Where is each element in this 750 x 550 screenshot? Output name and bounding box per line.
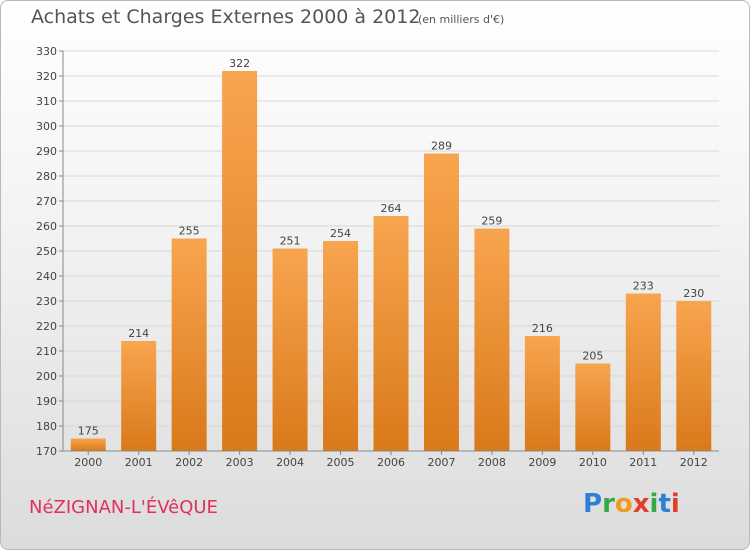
bar xyxy=(70,438,106,451)
x-tick-label: 2004 xyxy=(276,456,304,469)
logo-letter: i xyxy=(649,489,659,519)
bar xyxy=(222,71,258,451)
x-tick-label: 2007 xyxy=(427,456,455,469)
bar xyxy=(575,363,611,451)
bar-value-label: 175 xyxy=(78,425,99,438)
logo-letter: t xyxy=(658,489,671,519)
bar xyxy=(423,153,459,451)
bar xyxy=(272,248,308,451)
x-tick-label: 2006 xyxy=(377,456,405,469)
logo-letter: r xyxy=(602,489,615,519)
logo-letter: x xyxy=(632,489,650,519)
y-tick-label: 180 xyxy=(36,420,57,433)
y-tick-label: 290 xyxy=(36,145,57,158)
y-tick-label: 220 xyxy=(36,320,57,333)
bar-value-label: 216 xyxy=(532,322,553,335)
x-tick-label: 2012 xyxy=(680,456,708,469)
y-tick-label: 230 xyxy=(36,295,57,308)
bar xyxy=(676,301,712,451)
bar-value-label: 259 xyxy=(481,215,502,228)
bar xyxy=(524,336,560,451)
bar-value-label: 233 xyxy=(633,280,654,293)
chart-title: Achats et Charges Externes 2000 à 2012 xyxy=(31,6,421,28)
x-tick-label: 2001 xyxy=(125,456,153,469)
logo-letter: o xyxy=(614,489,633,519)
x-tick-label: 2010 xyxy=(579,456,607,469)
x-tick-label: 2003 xyxy=(226,456,254,469)
y-tick-label: 260 xyxy=(36,220,57,233)
bar-value-label: 251 xyxy=(280,235,301,248)
bar xyxy=(373,216,409,451)
y-tick-label: 240 xyxy=(36,270,57,283)
bar-value-label: 289 xyxy=(431,140,452,153)
y-tick-label: 250 xyxy=(36,245,57,258)
y-tick-label: 210 xyxy=(36,345,57,358)
bar-value-label: 214 xyxy=(128,327,149,340)
y-tick-label: 190 xyxy=(36,395,57,408)
x-tick-label: 2000 xyxy=(74,456,102,469)
x-tick-label: 2002 xyxy=(175,456,203,469)
y-tick-label: 170 xyxy=(36,445,57,458)
x-tick-label: 2008 xyxy=(478,456,506,469)
bar-value-label: 264 xyxy=(381,202,402,215)
bar-value-label: 254 xyxy=(330,227,351,240)
y-tick-label: 320 xyxy=(36,70,57,83)
y-tick-label: 200 xyxy=(36,370,57,383)
bar xyxy=(323,241,359,451)
x-tick-label: 2009 xyxy=(528,456,556,469)
proxiti-logo[interactable]: Proxiti xyxy=(583,489,680,519)
x-tick-label: 2005 xyxy=(327,456,355,469)
chart-subtitle: (en milliers d'€) xyxy=(418,13,505,26)
y-tick-label: 300 xyxy=(36,120,57,133)
logo-letter: P xyxy=(583,489,603,519)
x-tick-label: 2011 xyxy=(629,456,657,469)
bar xyxy=(625,293,661,451)
bar xyxy=(171,238,207,451)
city-name: NéZIGNAN-L'ÉVêQUE xyxy=(29,497,218,518)
bar-value-label: 205 xyxy=(582,350,603,363)
bar xyxy=(474,228,510,451)
logo-letter: i xyxy=(670,489,680,519)
y-tick-label: 280 xyxy=(36,170,57,183)
bar-value-label: 255 xyxy=(179,225,200,238)
bar-value-label: 230 xyxy=(683,287,704,300)
y-tick-label: 310 xyxy=(36,95,57,108)
y-tick-label: 270 xyxy=(36,195,57,208)
bar-value-label: 322 xyxy=(229,57,250,70)
bar xyxy=(121,341,157,451)
y-tick-label: 330 xyxy=(36,45,57,58)
